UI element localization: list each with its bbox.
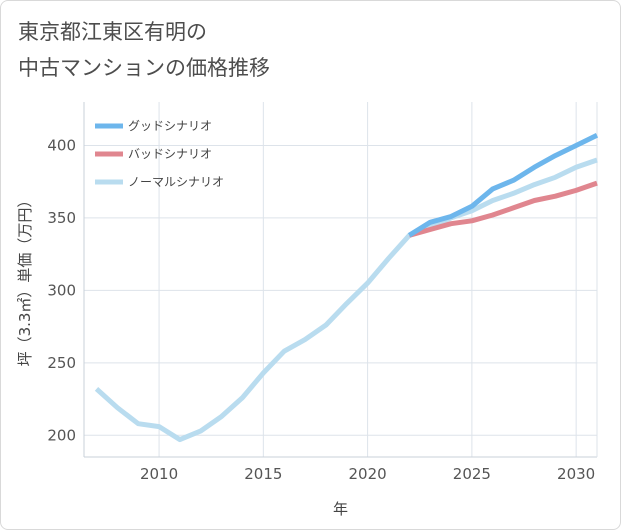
x-tick-labels: 2010 2015 2020 2025 2030 [140, 465, 595, 483]
series-line-2 [94, 157, 598, 443]
series-line-0 [407, 133, 599, 238]
series-line-1 [408, 180, 598, 238]
y-axis-label: 坪（3.3㎡）単価（万円） [16, 193, 34, 367]
x-tick-label: 2015 [244, 465, 282, 483]
legend-label: バッドシナリオ [128, 147, 212, 161]
chart-title: 東京都江東区有明の 中古マンションの価格推移 [18, 14, 270, 86]
y-tick-label: 250 [47, 354, 76, 372]
y-tick-label: 300 [47, 281, 76, 299]
y-tick-label: 400 [47, 136, 76, 154]
y-tick-label: 200 [47, 426, 76, 444]
x-tick-label: 2025 [453, 465, 491, 483]
x-axis-label: 年 [333, 500, 348, 518]
x-tick-label: 2030 [557, 465, 595, 483]
series-lines [94, 133, 599, 443]
y-tick-labels: 200 250 300 350 400 [47, 136, 76, 444]
y-tick-label: 350 [47, 209, 76, 227]
title-line-2: 中古マンションの価格推移 [18, 56, 270, 80]
x-tick-label: 2020 [349, 465, 387, 483]
legend-label: ノーマルシナリオ [128, 175, 224, 189]
x-tick-label: 2010 [140, 465, 178, 483]
title-line-1: 東京都江東区有明の [18, 20, 207, 44]
legend-label: グッドシナリオ [128, 119, 212, 133]
